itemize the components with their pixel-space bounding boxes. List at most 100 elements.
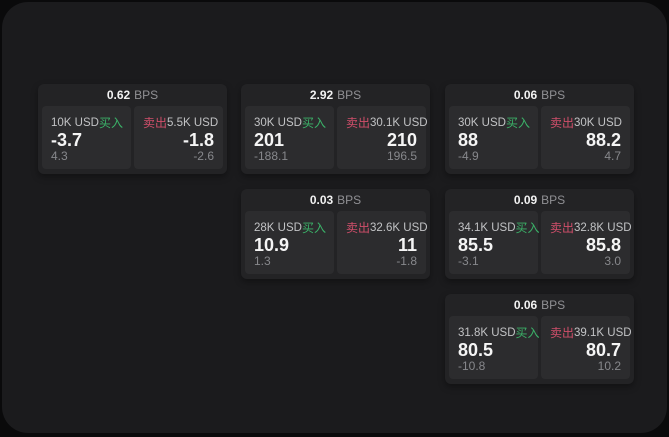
bps-value: 0.06 (513, 88, 538, 102)
bps-unit-label: BPS (134, 88, 159, 102)
sell-amount: 32.8K USD (574, 221, 632, 234)
sell-side-label: 卖出 (143, 116, 168, 130)
buy-change: -4.9 (458, 149, 479, 163)
buy-amount: 34.1K USD (458, 221, 516, 234)
sell-price: -1.8 (182, 130, 214, 150)
buy-price: 85.5 (458, 235, 494, 255)
buy-amount: 10K USD (51, 116, 99, 129)
bps-unit-label: BPS (541, 88, 566, 102)
sell-tile[interactable]: 卖出 32.8K USD 85.8 3.0 (541, 211, 632, 274)
bps-header: 0.06 BPS (445, 294, 634, 316)
buy-tile[interactable]: 30K USD 买入 88 -4.9 (449, 106, 538, 169)
buy-side-label: 买入 (515, 326, 540, 340)
sell-tile[interactable]: 卖出 39.1K USD 80.7 10.2 (541, 316, 632, 379)
sell-amount: 30.1K USD (370, 116, 428, 129)
sell-amount: 39.1K USD (574, 326, 632, 339)
buy-price: 88 (458, 130, 479, 150)
quote-card-body: 34.1K USD 买入 85.5 -3.1 卖出 32.8K USD 85.8… (445, 211, 634, 274)
buy-amount: 31.8K USD (458, 326, 516, 339)
quote-card: 2.92 BPS 30K USD 买入 201 -188.1 卖出 30.1K … (241, 84, 430, 174)
buy-tile-header: 31.8K USD 买入 (458, 324, 540, 341)
quote-card: 0.62 BPS 10K USD 买入 -3.7 4.3 卖出 5.5K USD (38, 84, 227, 174)
buy-tile[interactable]: 34.1K USD 买入 85.5 -3.1 (449, 211, 540, 274)
sell-tile[interactable]: 卖出 5.5K USD -1.8 -2.6 (134, 106, 223, 169)
sell-price: 11 (397, 235, 417, 255)
quote-card: 0.06 BPS 31.8K USD 买入 80.5 -10.8 卖出 39.1… (445, 294, 634, 384)
buy-amount: 30K USD (458, 116, 506, 129)
sell-change: 10.2 (597, 359, 621, 373)
sell-tile-header: 卖出 30K USD (550, 114, 622, 131)
bps-header: 0.03 BPS (241, 189, 430, 211)
sell-price: 80.7 (585, 340, 621, 360)
buy-price: 80.5 (458, 340, 494, 360)
sell-side-label: 卖出 (550, 116, 575, 130)
sell-side-label: 卖出 (346, 221, 371, 235)
sell-tile-header: 卖出 32.6K USD (346, 219, 428, 236)
sell-price: 210 (386, 130, 417, 150)
sell-tile[interactable]: 卖出 30K USD 88.2 4.7 (541, 106, 630, 169)
buy-change: -3.1 (458, 254, 479, 268)
bps-value: 2.92 (309, 88, 334, 102)
sell-tile-header: 卖出 30.1K USD (346, 114, 428, 131)
bps-unit-label: BPS (541, 298, 566, 312)
sell-price: 85.8 (585, 235, 621, 255)
buy-side-label: 买入 (98, 116, 123, 130)
quote-card-body: 30K USD 买入 201 -188.1 卖出 30.1K USD 210 1… (241, 106, 430, 169)
quote-card-body: 31.8K USD 买入 80.5 -10.8 卖出 39.1K USD 80.… (445, 316, 634, 379)
sell-amount: 32.6K USD (370, 221, 428, 234)
buy-tile[interactable]: 31.8K USD 买入 80.5 -10.8 (449, 316, 540, 379)
sell-side-label: 卖出 (550, 326, 575, 340)
buy-tile-header: 34.1K USD 买入 (458, 219, 540, 236)
bps-value: 0.62 (106, 88, 131, 102)
buy-tile-header: 28K USD 买入 (254, 219, 326, 236)
sell-amount: 30K USD (574, 116, 622, 129)
buy-price: 10.9 (254, 235, 290, 255)
buy-amount: 28K USD (254, 221, 302, 234)
sell-side-label: 卖出 (550, 221, 575, 235)
buy-tile-header: 30K USD 买入 (458, 114, 530, 131)
quote-card: 0.09 BPS 34.1K USD 买入 85.5 -3.1 卖出 32.8K… (445, 189, 634, 279)
buy-tile[interactable]: 28K USD 买入 10.9 1.3 (245, 211, 334, 274)
sell-change: 4.7 (604, 149, 621, 163)
buy-side-label: 买入 (515, 221, 540, 235)
bps-header: 0.62 BPS (38, 84, 227, 106)
buy-change: -188.1 (254, 149, 289, 163)
buy-change: 1.3 (254, 254, 271, 268)
quote-card-body: 10K USD 买入 -3.7 4.3 卖出 5.5K USD -1.8 -2.… (38, 106, 227, 169)
buy-side-label: 买入 (301, 116, 326, 130)
quote-card-body: 28K USD 买入 10.9 1.3 卖出 32.6K USD 11 -1.8 (241, 211, 430, 274)
sell-amount: 5.5K USD (167, 116, 219, 129)
quote-card: 0.06 BPS 30K USD 买入 88 -4.9 卖出 30K USD (445, 84, 634, 174)
buy-tile[interactable]: 10K USD 买入 -3.7 4.3 (42, 106, 131, 169)
buy-change: 4.3 (51, 149, 68, 163)
sell-change: -2.6 (193, 149, 214, 163)
bps-header: 0.06 BPS (445, 84, 634, 106)
sell-change: 196.5 (386, 149, 417, 163)
buy-change: -10.8 (458, 359, 486, 373)
bps-unit-label: BPS (337, 193, 362, 207)
bps-header: 0.09 BPS (445, 189, 634, 211)
bps-unit-label: BPS (541, 193, 566, 207)
buy-tile[interactable]: 30K USD 买入 201 -188.1 (245, 106, 334, 169)
bps-value: 0.09 (513, 193, 538, 207)
sell-price: 88.2 (585, 130, 621, 150)
buy-amount: 30K USD (254, 116, 302, 129)
sell-tile[interactable]: 卖出 32.6K USD 11 -1.8 (337, 211, 428, 274)
quote-card-body: 30K USD 买入 88 -4.9 卖出 30K USD 88.2 4.7 (445, 106, 634, 169)
buy-tile-header: 30K USD 买入 (254, 114, 326, 131)
bps-value: 0.03 (309, 193, 334, 207)
bps-unit-label: BPS (337, 88, 362, 102)
buy-tile-header: 10K USD 买入 (51, 114, 123, 131)
sell-tile-header: 卖出 5.5K USD (143, 114, 218, 131)
buy-side-label: 买入 (301, 221, 326, 235)
buy-side-label: 买入 (505, 116, 530, 130)
sell-tile-header: 卖出 32.8K USD (550, 219, 632, 236)
bps-header: 2.92 BPS (241, 84, 430, 106)
sell-change: 3.0 (604, 254, 621, 268)
sell-tile[interactable]: 卖出 30.1K USD 210 196.5 (337, 106, 428, 169)
quote-card: 0.03 BPS 28K USD 买入 10.9 1.3 卖出 32.6K US… (241, 189, 430, 279)
buy-price: 201 (254, 130, 285, 150)
